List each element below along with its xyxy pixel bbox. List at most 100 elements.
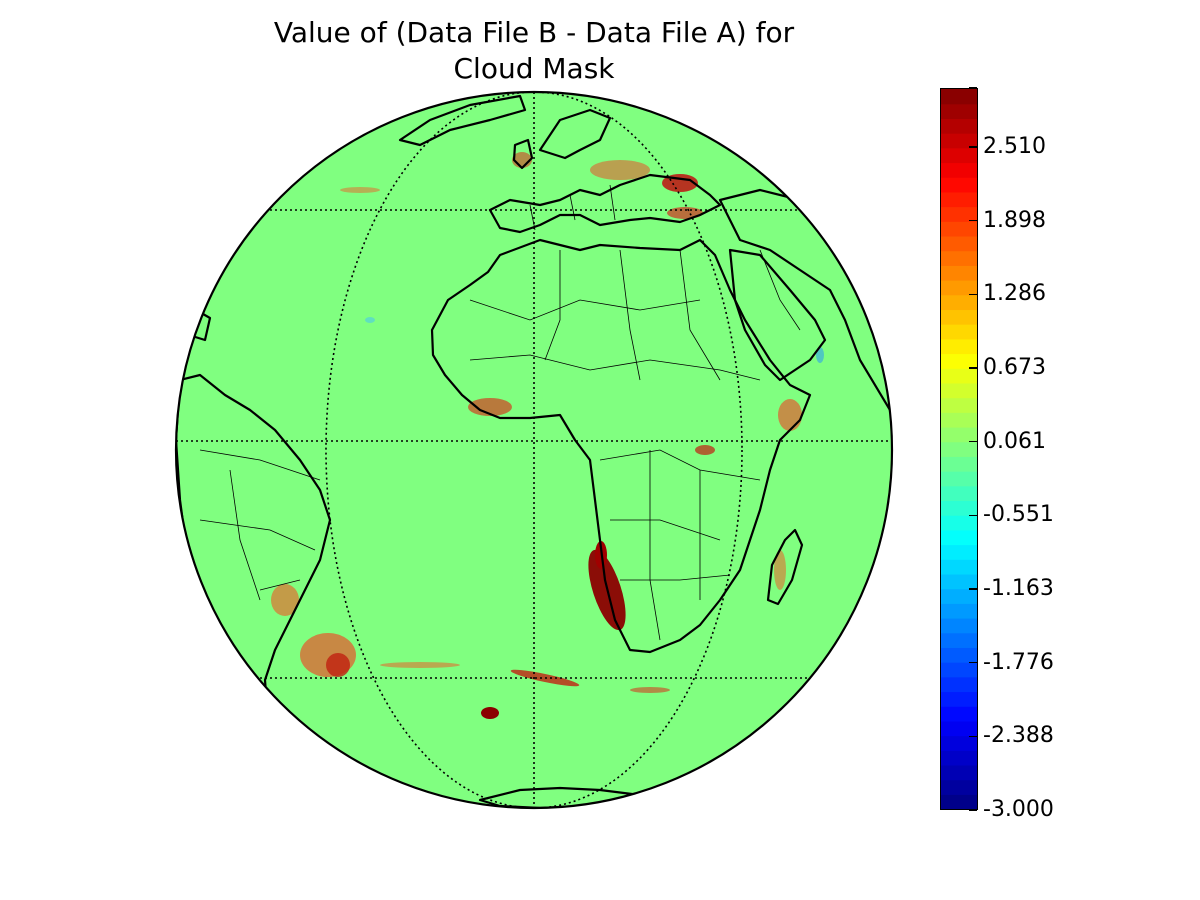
colorbar-level	[941, 221, 977, 237]
border-sa-2	[229, 469, 261, 601]
colorbar-level	[941, 544, 977, 560]
colorbar-tick-label: -0.551	[983, 502, 1054, 528]
colorbar-tick-mark	[969, 809, 977, 811]
hotspot-west-africa	[468, 398, 512, 416]
colorbar-level	[941, 735, 977, 751]
colorbar-level	[941, 250, 977, 266]
hotspot-madagascar	[774, 550, 786, 590]
colorbar-tick-mark	[969, 219, 977, 222]
colorbar-level	[941, 662, 977, 678]
colorbar-level	[941, 397, 977, 413]
colorbar-tick-mark	[969, 661, 977, 664]
hotspot-uruguay	[271, 584, 299, 616]
hotspot-eastern-europe	[590, 160, 650, 180]
colorbar-level	[941, 603, 977, 619]
colorbar-level	[941, 294, 977, 311]
border-africa-1	[469, 299, 701, 321]
colorbar-level	[941, 471, 977, 487]
plot-title-line2: Cloud Mask	[453, 52, 615, 85]
colorbar-level	[941, 632, 977, 648]
colorbar-level	[941, 750, 977, 766]
hotspot-turkey	[667, 207, 703, 219]
border-africa-4	[679, 249, 721, 381]
colorbar-level	[941, 441, 977, 457]
colorbar-tick-label: -3.000	[983, 797, 1054, 822]
uk-outline	[512, 138, 534, 170]
colorbar-tick-label: 1.286	[983, 281, 1046, 307]
colorbar-level	[941, 133, 977, 149]
border-africa-6	[599, 449, 761, 481]
plot-title-line1: Value of (Data File B - Data File A) for	[273, 16, 795, 49]
hotspot-north-atlantic	[340, 187, 380, 193]
colorbar-level	[941, 529, 977, 546]
globe-limb	[174, 90, 894, 810]
colorbar-level	[941, 324, 977, 340]
colorbar-tick-mark	[969, 293, 977, 295]
colorbar-level	[941, 559, 977, 575]
colorbar-level	[941, 265, 977, 281]
colorbar-tick-mark	[969, 588, 977, 590]
colorbar-level	[941, 588, 977, 604]
border-sa-1	[199, 449, 321, 481]
colorbar-tick-mark	[969, 367, 977, 369]
graticule-meridian-ring	[325, 92, 743, 808]
colorbar-level	[941, 162, 977, 178]
border-africa-5	[469, 354, 761, 381]
coldspot-atlantic	[365, 317, 375, 323]
colorbar	[940, 88, 978, 810]
colorbar-level	[941, 676, 977, 693]
colorbar-level	[941, 103, 977, 119]
arabia-outline	[728, 248, 827, 382]
border-europe-2	[569, 194, 576, 221]
africa-outline	[430, 238, 812, 654]
colorbar-level	[941, 368, 977, 384]
hotspot-argentina-core	[326, 653, 350, 677]
hotspot-congo	[695, 445, 715, 455]
hotspot-east-africa	[778, 399, 802, 431]
colorbar-tick-mark	[969, 440, 977, 443]
colorbar-tick-label: 1.898	[983, 207, 1046, 233]
border-africa-3	[619, 249, 641, 381]
colorbar-tick-label: -1.776	[983, 649, 1054, 675]
madagascar-outline	[766, 528, 804, 606]
hotspot-southern-ocean-2	[380, 662, 460, 668]
country-borders	[199, 184, 801, 641]
border-africa-2	[544, 250, 561, 361]
colorbar-level	[941, 191, 977, 208]
colorbar-level	[941, 706, 977, 722]
colorbar-level	[941, 779, 977, 795]
greenland-north-outline	[398, 94, 527, 147]
colorbar-level	[941, 720, 977, 737]
border-sa-3	[199, 519, 316, 551]
colorbar-tick-label: -2.388	[983, 723, 1054, 749]
colorbar-level	[941, 456, 977, 472]
colorbar-level	[941, 338, 977, 355]
border-africa-9	[649, 450, 661, 641]
colorbar-level	[941, 89, 977, 105]
border-sa-4	[259, 579, 301, 591]
colorbar-tick-label: 0.061	[983, 428, 1046, 454]
border-asia-1	[759, 249, 801, 331]
colorbar-level	[941, 647, 977, 663]
colorbar-tick-mark	[969, 87, 977, 89]
colorbar-level	[941, 118, 977, 134]
colorbar-level	[941, 309, 977, 325]
hotspot-south-atlantic	[481, 707, 499, 719]
colorbar-level	[941, 177, 977, 193]
hotspot-southern-ocean-3	[630, 687, 670, 693]
colorbar-level	[941, 235, 977, 252]
scandinavia-outline	[538, 108, 612, 160]
colorbar-level	[941, 764, 977, 781]
colorbar-level	[941, 426, 977, 443]
border-europe-3	[609, 184, 616, 221]
globe-disc	[176, 92, 892, 808]
colorbar-level	[941, 794, 977, 809]
border-africa-8	[620, 574, 731, 581]
colorbar-tick-mark	[969, 735, 977, 738]
colorbar-tick-label: 2.510	[983, 133, 1046, 159]
colorbar-tick-label: 0.673	[983, 355, 1046, 381]
colorbar-level	[941, 617, 977, 634]
colorbar-tick-label: -1.163	[983, 575, 1054, 601]
colorbar-level	[941, 485, 977, 502]
